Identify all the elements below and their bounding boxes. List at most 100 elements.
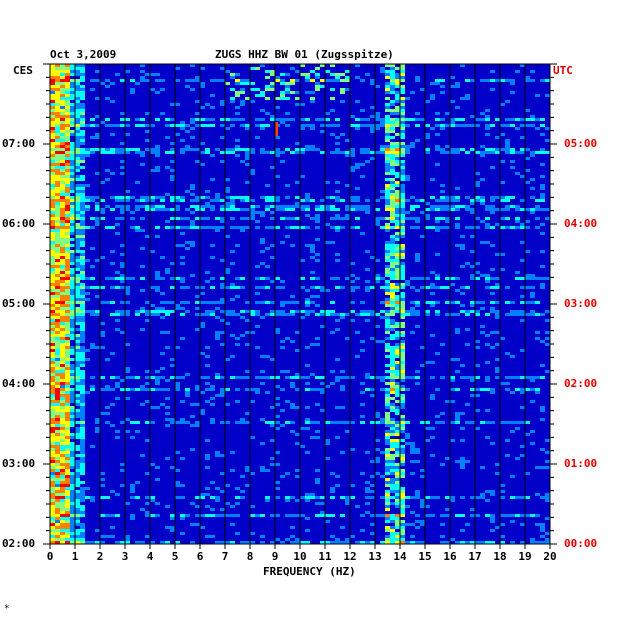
heatmap-cell <box>395 175 400 178</box>
heatmap-cell <box>305 205 310 208</box>
heatmap-cell <box>145 421 150 424</box>
heatmap-cell <box>85 286 90 289</box>
heatmap-cell <box>85 298 90 301</box>
heatmap-cell <box>335 148 340 151</box>
heatmap-cell <box>285 226 290 229</box>
heatmap-cell <box>370 475 375 478</box>
heatmap-cell <box>50 241 55 244</box>
heatmap-cell <box>55 85 60 88</box>
heatmap-cell <box>195 148 200 151</box>
heatmap-cell <box>325 112 330 115</box>
heatmap-cell <box>280 73 285 76</box>
heatmap-cell <box>335 319 340 322</box>
heatmap-cell <box>65 142 70 145</box>
heatmap-cell <box>345 139 350 142</box>
heatmap-cell <box>315 430 320 433</box>
heatmap-cell <box>130 484 135 487</box>
heatmap-cell <box>55 385 60 388</box>
heatmap-cell <box>115 376 120 379</box>
heatmap-cell <box>380 124 385 127</box>
heatmap-cell <box>375 514 380 517</box>
heatmap-cell <box>485 274 490 277</box>
heatmap-cell <box>225 271 230 274</box>
heatmap-cell <box>275 403 280 406</box>
heatmap-cell <box>145 130 150 133</box>
heatmap-cell <box>120 151 125 154</box>
heatmap-cell <box>75 337 80 340</box>
heatmap-cell <box>135 376 140 379</box>
heatmap-cell <box>80 112 85 115</box>
heatmap-cell <box>95 430 100 433</box>
heatmap-cell <box>50 487 55 490</box>
heatmap-cell <box>475 181 480 184</box>
heatmap-cell <box>395 202 400 205</box>
heatmap-cell <box>65 322 70 325</box>
heatmap-cell <box>460 124 465 127</box>
heatmap-cell <box>180 301 185 304</box>
heatmap-cell <box>535 313 540 316</box>
heatmap-cell <box>400 316 405 319</box>
heatmap-cell <box>390 529 395 532</box>
heatmap-cell <box>75 301 80 304</box>
heatmap-cell <box>375 280 380 283</box>
heatmap-cell <box>55 178 60 181</box>
x-tick-label: 20 <box>543 550 557 563</box>
heatmap-cell <box>505 421 510 424</box>
heatmap-cell <box>130 496 135 499</box>
heatmap-cell <box>545 460 550 463</box>
heatmap-cell <box>340 91 345 94</box>
heatmap-cell <box>485 409 490 412</box>
heatmap-cell <box>80 130 85 133</box>
heatmap-cell <box>70 148 75 151</box>
heatmap-cell <box>145 112 150 115</box>
heatmap-cell <box>150 376 155 379</box>
heatmap-cell <box>390 406 395 409</box>
heatmap-cell <box>170 364 175 367</box>
heatmap-cell <box>450 283 455 286</box>
heatmap-cell <box>125 535 130 538</box>
heatmap-cell <box>75 229 80 232</box>
heatmap-cell <box>80 331 85 334</box>
heatmap-cell <box>335 421 340 424</box>
heatmap-cell <box>50 199 55 202</box>
heatmap-cell <box>460 97 465 100</box>
heatmap-cell <box>355 355 360 358</box>
heatmap-cell <box>55 274 60 277</box>
heatmap-cell <box>210 514 215 517</box>
heatmap-cell <box>240 490 245 493</box>
heatmap-cell <box>150 463 155 466</box>
heatmap-cell <box>445 277 450 280</box>
x-tick-label: 18 <box>493 550 507 563</box>
heatmap-cell <box>320 382 325 385</box>
heatmap-cell <box>450 301 455 304</box>
heatmap-cell <box>170 169 175 172</box>
heatmap-cell <box>65 289 70 292</box>
heatmap-cell <box>60 439 65 442</box>
heatmap-cell <box>345 154 350 157</box>
heatmap-cell <box>280 280 285 283</box>
heatmap-cell <box>545 541 550 544</box>
heatmap-cell <box>170 310 175 313</box>
heatmap-cell <box>50 313 55 316</box>
heatmap-cell <box>470 115 475 118</box>
heatmap-cell <box>480 202 485 205</box>
heatmap-cell <box>365 211 370 214</box>
heatmap-cell <box>325 196 330 199</box>
heatmap-cell <box>95 310 100 313</box>
heatmap-cell <box>65 487 70 490</box>
heatmap-cell <box>50 148 55 151</box>
heatmap-cell <box>65 478 70 481</box>
heatmap-cell <box>230 124 235 127</box>
heatmap-cell <box>80 67 85 70</box>
heatmap-cell <box>490 244 495 247</box>
heatmap-cell <box>55 154 60 157</box>
heatmap-cell <box>325 79 330 82</box>
heatmap-cell <box>60 388 65 391</box>
heatmap-cell <box>425 124 430 127</box>
heatmap-cell <box>390 445 395 448</box>
heatmap-cell <box>365 124 370 127</box>
heatmap-cell <box>335 406 340 409</box>
heatmap-cell <box>65 364 70 367</box>
heatmap-cell <box>390 484 395 487</box>
heatmap-cell <box>460 457 465 460</box>
